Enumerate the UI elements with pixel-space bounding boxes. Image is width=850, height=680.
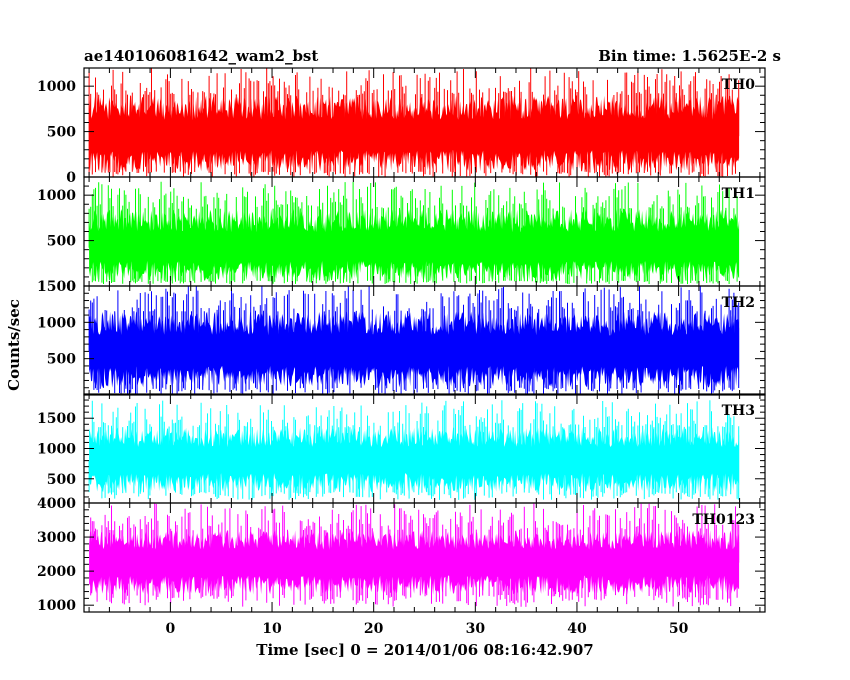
y-tick-label: 500 xyxy=(47,234,76,250)
panel-label-th0: TH0 xyxy=(722,77,756,93)
y-tick-label: 4000 xyxy=(37,496,76,512)
chart-title: ae140106081642_wam2_bst xyxy=(84,47,318,65)
x-tick-label: 0 xyxy=(166,621,176,637)
panel-th3: 500 1000 1500 TH3 xyxy=(37,393,766,504)
panels-group: 0 500 1000 TH0 0 500 1000 TH1 500 1000 1500 TH2 500 1… xyxy=(37,67,766,614)
y-tick-label: 0 xyxy=(66,279,76,295)
y-tick-label: 1000 xyxy=(37,188,76,204)
panel-th0123: 1000 2000 3000 4000 TH0123 xyxy=(37,496,766,614)
x-tick-label: 30 xyxy=(466,621,486,637)
panel-th0: 0 500 1000 TH0 xyxy=(37,67,766,186)
panel-label-th2: TH2 xyxy=(722,295,755,311)
y-tick-label: 0 xyxy=(66,170,76,186)
x-tick-label: 10 xyxy=(262,621,282,637)
y-tick-label: 500 xyxy=(47,352,76,368)
y-ticks-th2 xyxy=(84,285,765,396)
y-tick-label: 2000 xyxy=(37,564,76,580)
series-spikes-th0123 xyxy=(90,503,740,607)
y-tick-label: 1000 xyxy=(37,598,76,614)
x-tick-label: 20 xyxy=(364,621,384,637)
series-band-th2 xyxy=(89,311,740,388)
panel-frame xyxy=(83,502,766,613)
y-tick-label: 3000 xyxy=(37,530,76,546)
panel-label-th0123: TH0123 xyxy=(692,512,755,528)
series-spikes-th2 xyxy=(88,286,740,395)
x-tick-label: 40 xyxy=(567,621,587,637)
panel-frame xyxy=(83,285,766,396)
y-tick-label: 1000 xyxy=(37,442,76,458)
x-axis: 0 10 20 30 40 50 xyxy=(166,621,689,637)
series-spikes-th3 xyxy=(88,400,740,500)
panel-label-th1: TH1 xyxy=(722,186,755,202)
y-ticks-th0123 xyxy=(84,502,765,613)
series-spikes-th1 xyxy=(88,181,738,285)
y-tick-label: 500 xyxy=(47,472,76,488)
x-tick-label: 50 xyxy=(669,621,689,637)
y-tick-label: 500 xyxy=(47,125,76,141)
y-tick-label: 1000 xyxy=(37,79,76,95)
series-spikes-th0 xyxy=(88,68,740,177)
bin-time-label: Bin time: 1.5625E-2 s xyxy=(598,47,781,65)
panel-th2: 500 1000 1500 TH2 xyxy=(37,279,766,396)
y-tick-label: 1500 xyxy=(37,279,76,295)
y-axis-label: Counts/sec xyxy=(5,299,23,391)
x-axis-label: Time [sec] 0 = 2014/01/06 08:16:42.907 xyxy=(256,641,593,659)
y-tick-label: 1000 xyxy=(37,315,76,331)
series-band-th1 xyxy=(89,208,740,281)
panel-label-th3: TH3 xyxy=(722,403,755,419)
panel-th1: 0 500 1000 TH1 xyxy=(37,176,766,295)
y-tick-label: 1500 xyxy=(37,411,76,427)
